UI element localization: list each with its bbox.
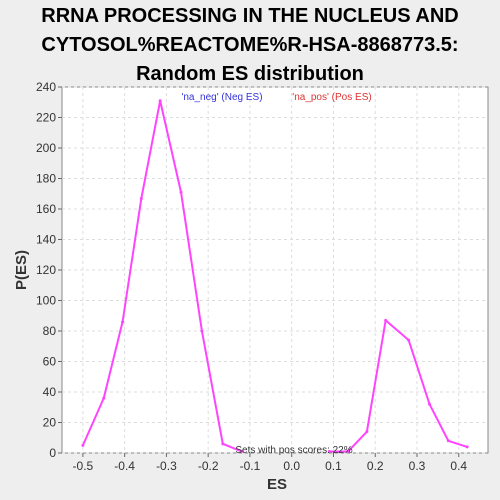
data-point — [327, 449, 331, 453]
series-line-pos — [329, 319, 468, 453]
x-tick-label: -0.3 — [156, 459, 177, 473]
y-tick-label: 120 — [36, 263, 56, 277]
y-tick-label: 80 — [43, 324, 57, 338]
data-point — [428, 402, 432, 406]
legend-entry-pos: 'na_pos' (Pos ES) — [292, 92, 371, 103]
data-point — [200, 329, 204, 333]
y-tick-label: 160 — [36, 202, 56, 216]
legend-entry-neg: 'na_neg' (Neg ES) — [181, 92, 262, 103]
y-tick-label: 240 — [36, 80, 56, 94]
chart-title: RRNA PROCESSING IN THE NUCLEUS AND CYTOS… — [0, 2, 500, 89]
grid-lines — [62, 86, 488, 454]
data-point — [81, 443, 85, 447]
data-point — [102, 396, 106, 400]
x-tick-label: 0.3 — [409, 459, 426, 473]
y-axis-label: P(ES) — [13, 250, 30, 290]
data-point — [346, 449, 350, 453]
data-point — [139, 196, 143, 200]
chart-title-line-1: RRNA PROCESSING IN THE NUCLEUS AND — [41, 5, 459, 27]
y-tick-label: 180 — [36, 172, 56, 186]
data-point — [221, 442, 225, 446]
data-series — [81, 99, 469, 453]
x-tick-label: -0.5 — [73, 459, 94, 473]
legend: 'na_neg' (Neg ES) 'na_pos' (Pos ES) — [181, 92, 371, 103]
data-point — [240, 449, 244, 453]
y-tick-label: 200 — [36, 141, 56, 155]
pos-scores-annotation: Sets with pos scores: 22% — [235, 445, 352, 456]
x-tick-label: 0.0 — [283, 459, 300, 473]
data-point — [446, 439, 450, 443]
y-tick-label: 0 — [49, 446, 56, 460]
axes: 0 20 40 60 80 100 120 140 160 180 200 220 240 -0.5 -0.… — [36, 80, 467, 473]
x-tick-label: 0.1 — [325, 459, 342, 473]
y-tick-label: 20 — [43, 416, 57, 430]
data-point — [365, 430, 369, 434]
data-point — [121, 320, 125, 324]
x-tick-label: -0.4 — [114, 459, 135, 473]
x-tick-label: -0.2 — [198, 459, 219, 473]
y-tick-label: 60 — [43, 355, 57, 369]
x-tick-label: -0.1 — [240, 459, 261, 473]
y-tick-label: 100 — [36, 294, 56, 308]
chart-title-line-3: Random ES distribution — [136, 63, 364, 85]
y-tick-label: 40 — [43, 385, 57, 399]
data-point — [407, 338, 411, 342]
x-tick-label: 0.4 — [450, 459, 467, 473]
data-point — [158, 99, 162, 103]
x-axis-label: ES — [267, 476, 287, 493]
data-point — [384, 318, 388, 322]
chart-title-line-2: CYTOSOL%REACTOME%R-HSA-8868773.5: — [41, 34, 459, 56]
data-point — [179, 190, 183, 194]
y-tick-label: 140 — [36, 233, 56, 247]
y-tick-label: 220 — [36, 111, 56, 125]
x-tick-label: 0.2 — [367, 459, 384, 473]
data-point — [465, 445, 469, 449]
